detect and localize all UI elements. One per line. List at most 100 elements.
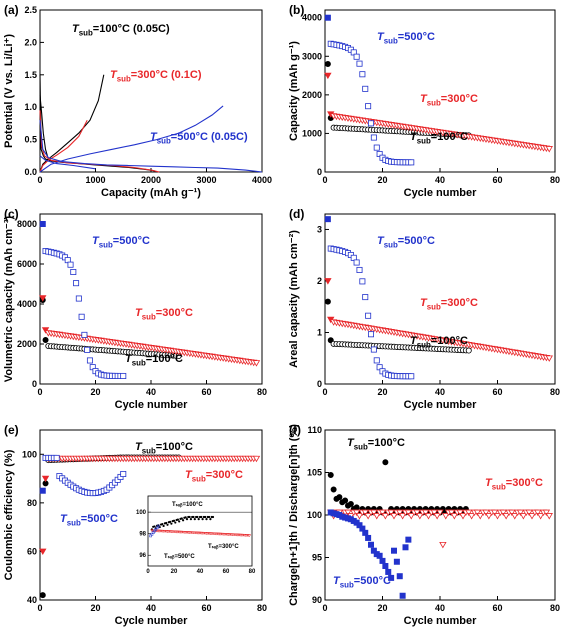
data-point: [353, 53, 360, 60]
data-point: [367, 541, 374, 548]
data-point: [73, 280, 80, 287]
data-point: [362, 294, 369, 301]
x-tick-label: 40: [435, 175, 445, 185]
data-point: [342, 497, 349, 504]
data-point: [433, 513, 441, 520]
inset-point: [172, 519, 176, 522]
data-point: [499, 509, 507, 517]
data-point: [78, 313, 85, 320]
annotation-500C: Tsub=500°C: [60, 513, 118, 527]
data-point: [352, 509, 361, 517]
x-tick-label: 80: [257, 603, 267, 613]
data-point: [353, 259, 360, 266]
annotation-500C: Tsub=500°C (0.05C): [150, 131, 248, 145]
inset-point: [200, 515, 203, 519]
data-point: [81, 331, 88, 338]
y-tick-label: 4000: [302, 13, 322, 23]
data-point: [84, 346, 91, 353]
curve-blue: [39, 120, 263, 173]
data-point: [387, 509, 395, 517]
inset-label-100C: Tₛᵤᵦ=100°C: [172, 502, 203, 508]
data-point: [467, 513, 476, 520]
y-tick-label: 1: [317, 327, 322, 337]
data-point: [367, 120, 374, 127]
panel-label: (a): [4, 3, 19, 17]
annotation-100C: Tsub=100°C: [410, 131, 468, 145]
inset-point: [247, 534, 252, 538]
data-point: [485, 513, 493, 520]
data-point: [536, 513, 545, 520]
x-tick-label: 60: [201, 387, 211, 397]
data-point: [545, 146, 553, 153]
panel-label: (f): [289, 423, 301, 437]
data-point: [376, 552, 383, 559]
x-axis-label: Cycle number: [404, 187, 477, 199]
inset-point: [205, 518, 208, 521]
data-point: [396, 509, 404, 517]
data-point: [324, 216, 331, 223]
inset-point: [188, 515, 191, 519]
data-point: [404, 509, 413, 517]
inset-point: [209, 518, 212, 521]
data-point: [516, 509, 525, 517]
data-point: [390, 513, 398, 520]
y-tick-label: 40: [27, 595, 37, 605]
annotation-500C: Tsub=500°C: [92, 235, 150, 249]
data-point: [545, 355, 553, 362]
data-point: [75, 295, 82, 302]
data-point: [324, 298, 331, 305]
data-point: [390, 547, 397, 554]
y-tick-label: 0.0: [24, 167, 37, 177]
data-point: [525, 509, 533, 517]
data-point: [450, 513, 459, 520]
data-point: [402, 544, 409, 551]
data-point: [511, 513, 519, 520]
inset-label-300C: Tₛᵤᵦ=300°C: [208, 544, 239, 550]
y-tick-label: 2000: [17, 339, 37, 349]
x-axis-label: Cycle number: [115, 399, 188, 411]
data-point: [70, 268, 77, 275]
data-point: [373, 144, 380, 151]
data-point: [382, 459, 389, 466]
data-point: [39, 295, 47, 302]
annotation-500C: Tsub=500°C: [377, 31, 435, 45]
x-axis-label: Capacity (mAh g⁻¹): [101, 187, 201, 199]
inset-point: [211, 515, 215, 519]
annotation-300C: Tsub=300°C: [420, 297, 478, 311]
inset-point: [153, 525, 156, 528]
x-tick-label: 20: [90, 603, 100, 613]
data-point: [465, 347, 472, 354]
annotation-500C: Tsub=500°C: [377, 235, 435, 249]
x-tick-label: 20: [377, 175, 387, 185]
inset-point: [169, 520, 172, 524]
data-point: [493, 513, 502, 520]
data-point: [327, 472, 334, 479]
data-point: [393, 558, 400, 565]
panel-label: (c): [4, 207, 19, 221]
data-point: [336, 494, 343, 501]
x-tick-label: 80: [550, 387, 560, 397]
x-tick-label: 40: [146, 387, 156, 397]
inset-point: [189, 518, 192, 521]
data-point: [324, 14, 331, 21]
inset-y-tick-label: 96: [139, 553, 146, 559]
inset-label-500C: Tₛᵤᵦ=500°C: [164, 554, 195, 560]
data-point: [252, 455, 261, 463]
y-axis-label: Potential (V vs. Li/Li⁺): [3, 34, 15, 148]
annotation-300C: Tsub=300°C: [135, 307, 193, 321]
y-tick-label: 105: [307, 468, 322, 478]
data-point: [120, 470, 127, 477]
data-point: [439, 541, 447, 549]
inset-point: [185, 518, 189, 521]
data-point: [436, 509, 444, 517]
y-tick-label: 1000: [302, 128, 322, 138]
x-tick-label: 2000: [141, 175, 161, 185]
inset-point: [165, 521, 168, 525]
curve-black: [39, 74, 157, 173]
annotation-300C: Tsub=300°C: [485, 477, 543, 491]
x-axis-label: Cycle number: [404, 615, 477, 627]
panel-b: 0 20 40 60 80 0 1000 2000 3000 4000 Cycle number Ca…: [288, 3, 560, 199]
x-tick-label: 0: [322, 603, 327, 613]
inset-point: [170, 522, 173, 525]
